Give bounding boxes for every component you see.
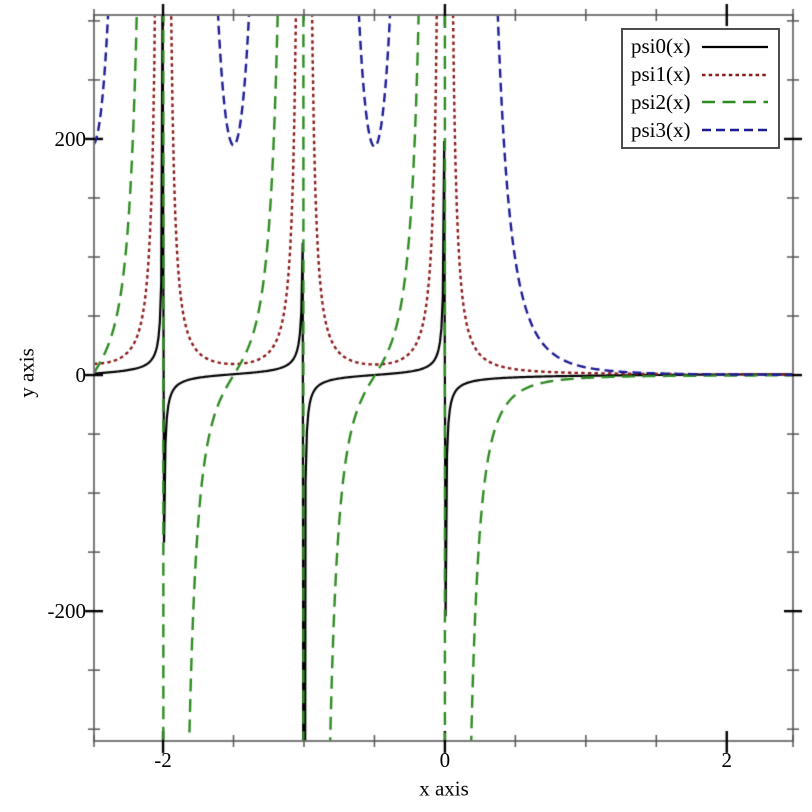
legend-line-sample bbox=[702, 73, 768, 76]
legend-item: psi2(x) bbox=[631, 90, 769, 115]
x-tick-label: 0 bbox=[439, 748, 451, 772]
legend-line-sample bbox=[702, 128, 768, 132]
legend-item: psi0(x) bbox=[631, 34, 769, 59]
y-tick-label: 200 bbox=[54, 126, 87, 151]
x-tick-label: 2 bbox=[721, 748, 733, 772]
legend-label: psi3(x) bbox=[631, 117, 691, 142]
legend-item: psi3(x) bbox=[631, 118, 769, 143]
y-tick-label: -200 bbox=[47, 599, 87, 624]
legend: psi0(x) psi1(x) psi2(x) psi3(x) bbox=[621, 28, 780, 149]
legend-label: psi2(x) bbox=[631, 89, 691, 114]
legend-line-sample bbox=[702, 101, 768, 104]
legend-line-sample bbox=[702, 45, 768, 48]
legend-item: psi1(x) bbox=[631, 62, 769, 87]
x-tick-label: -2 bbox=[154, 748, 172, 772]
legend-label: psi1(x) bbox=[631, 62, 691, 87]
legend-label: psi0(x) bbox=[631, 34, 691, 59]
x-axis-title: x axis bbox=[419, 776, 469, 801]
y-tick-label: 0 bbox=[75, 363, 87, 388]
